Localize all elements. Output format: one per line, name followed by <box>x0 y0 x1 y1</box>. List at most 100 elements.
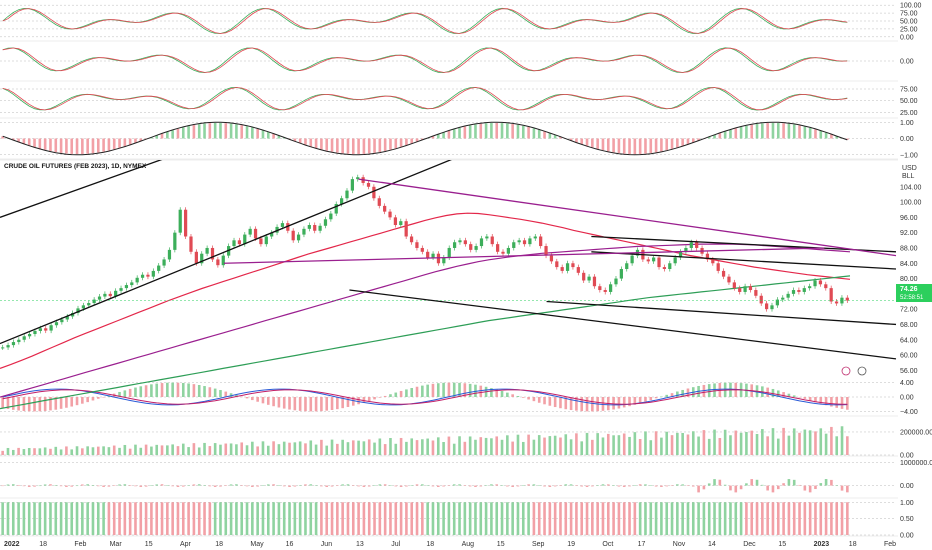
panel-tick-4-0: 4.00 <box>900 380 914 387</box>
panel-bar-6 <box>458 484 461 486</box>
panel-bar-5 <box>458 436 461 455</box>
panel-bar-6 <box>835 485 839 486</box>
candle <box>200 253 204 264</box>
panel-bar-5 <box>660 437 663 455</box>
price-tick-1: 100.00 <box>900 200 922 207</box>
dividend-icon[interactable] <box>857 366 867 376</box>
panel-bar-5 <box>622 433 626 455</box>
candle <box>81 305 85 309</box>
panel-bar-4 <box>351 397 355 406</box>
candle <box>178 209 182 233</box>
candle <box>743 286 747 292</box>
panel-bar-6 <box>596 485 599 486</box>
candle <box>71 312 75 317</box>
candle <box>479 238 484 247</box>
panel-bar-3 <box>155 135 159 139</box>
panel-bar-7 <box>665 502 669 535</box>
panel-bar-7 <box>166 502 169 535</box>
panel-bar-3 <box>27 138 31 146</box>
panel-bar-3 <box>389 138 392 150</box>
panel-bar-3 <box>410 138 414 144</box>
panel-bar-7 <box>118 502 121 535</box>
panel-bar-6 <box>304 484 307 486</box>
panel-bar-4 <box>670 393 674 397</box>
panel-bar-4 <box>410 388 414 397</box>
panel-bar-3 <box>128 138 132 145</box>
panel-bar-4 <box>309 397 313 412</box>
candle <box>431 253 435 258</box>
candle <box>307 225 311 229</box>
panel-bar-3 <box>436 134 440 139</box>
moving-average-2 <box>0 275 851 410</box>
panel-bar-6 <box>415 484 419 486</box>
time-tick-6: 18 <box>215 541 223 548</box>
panel-bar-7 <box>11 502 15 535</box>
panel-bar-7 <box>553 502 557 535</box>
panel-bar-3 <box>91 138 95 154</box>
panel-bar-6 <box>718 479 722 486</box>
panel-bar-4 <box>537 397 541 403</box>
panel-bar-6 <box>272 484 275 486</box>
panel-bar-4 <box>601 397 605 411</box>
panel-bar-4 <box>490 388 493 397</box>
panel-bar-7 <box>771 502 775 535</box>
candle <box>162 259 166 266</box>
panel-bar-5 <box>564 434 568 455</box>
panel-bar-3 <box>490 122 493 139</box>
panel-tick-7-1: 0.50 <box>900 516 914 523</box>
panel-bar-7 <box>304 502 307 535</box>
panel-bar-7 <box>107 502 111 535</box>
panel-bar-5 <box>282 441 286 455</box>
panel-bar-3 <box>166 131 169 139</box>
panel-tick-5-0: 200000.00 <box>900 429 932 436</box>
panel-bar-4 <box>644 397 647 402</box>
panel-bar-5 <box>824 433 828 455</box>
panel-bar-7 <box>277 502 281 535</box>
event-icon[interactable] <box>841 366 851 376</box>
panel-bar-5 <box>670 435 674 455</box>
panel-bar-3 <box>543 131 546 139</box>
panel-bar-5 <box>330 439 334 455</box>
panel-bar-7 <box>660 502 663 535</box>
panel-bar-3 <box>1 136 4 139</box>
panel-bar-5 <box>713 429 716 455</box>
candle <box>38 328 42 331</box>
panel-bar-7 <box>251 502 254 535</box>
panel-bar-4 <box>399 390 403 397</box>
panel-bar-3 <box>691 138 695 143</box>
panel-bar-3 <box>150 137 153 139</box>
panel-bar-6 <box>320 485 323 487</box>
panel-bar-5 <box>43 447 47 455</box>
candle <box>167 249 172 260</box>
panel-bar-7 <box>49 502 52 535</box>
panel-bar-5 <box>240 442 244 455</box>
price-tick-4: 88.00 <box>900 245 918 252</box>
panel-bar-6 <box>266 484 270 486</box>
panel-bar-6 <box>336 485 339 486</box>
panel-bar-6 <box>330 485 334 487</box>
panel-bar-6 <box>325 485 329 487</box>
panel-bar-4 <box>224 391 228 397</box>
panel-bar-4 <box>134 387 137 397</box>
panel-bar-3 <box>670 138 674 149</box>
panel-bar-5 <box>166 445 169 455</box>
candle <box>146 274 150 277</box>
panel-bar-6 <box>830 479 833 486</box>
panel-bar-6 <box>394 485 398 487</box>
panel-bar-7 <box>723 502 727 535</box>
panel-bar-6 <box>213 485 217 487</box>
panel-bar-4 <box>6 397 10 409</box>
panel-bar-4 <box>54 397 58 410</box>
trend-line-2 <box>349 289 897 360</box>
panel-bar-7 <box>330 502 334 535</box>
panel-bar-5 <box>739 432 743 455</box>
candle <box>280 223 285 227</box>
panel-bar-3 <box>431 136 435 139</box>
panel-bar-7 <box>336 502 339 535</box>
panel-bar-7 <box>516 502 520 535</box>
time-tick-4: 15 <box>145 541 153 548</box>
price-tick-3: 92.00 <box>900 230 918 237</box>
price-tick-2: 96.00 <box>900 215 918 222</box>
candle <box>221 255 225 266</box>
panel-bar-4 <box>266 397 270 405</box>
